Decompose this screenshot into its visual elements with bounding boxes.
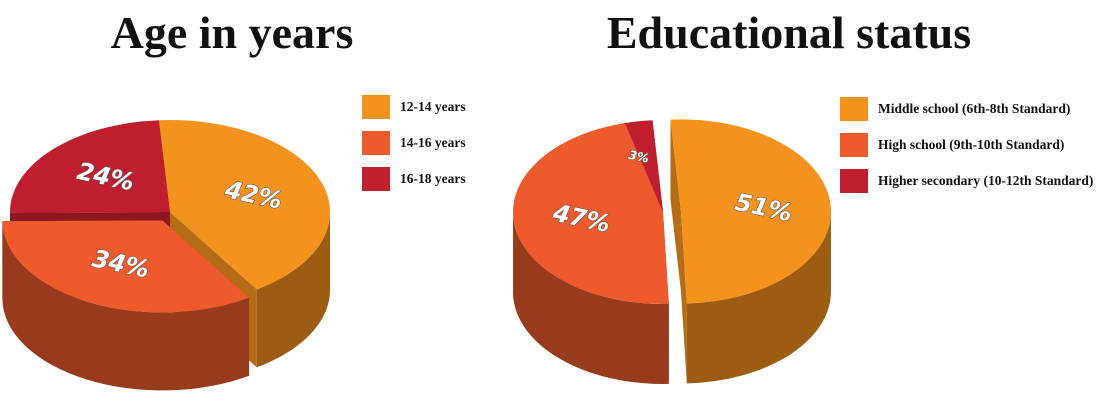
pie-slice — [513, 123, 669, 305]
pie-slice-side — [686, 211, 831, 384]
pie-slice — [10, 120, 170, 213]
legend-label: 16-18 years — [400, 171, 466, 186]
legend-swatch — [840, 133, 868, 157]
pie-slice-label: 3% — [627, 148, 650, 166]
legend-item: 14-16 years — [362, 130, 466, 156]
pie-slice — [670, 119, 831, 304]
legend-swatch — [362, 167, 390, 191]
legend-label: Middle school (6th-8th Standard) — [878, 101, 1071, 116]
legend-label: Higher secondary (10-12th Standard) — [878, 173, 1094, 188]
legend-label: High school (9th-10th Standard) — [878, 137, 1065, 152]
legend-item: Higher secondary (10-12th Standard) — [840, 168, 1093, 194]
pie-slice-side — [513, 212, 669, 384]
pie-slice — [624, 120, 663, 212]
pie-slice — [158, 119, 331, 290]
chart-title-education: Educational status — [606, 7, 972, 58]
pie-slice-side — [2, 221, 250, 391]
pie-slice-side — [670, 119, 681, 292]
pie-slice-side — [256, 212, 330, 368]
legend-item: 16-18 years — [362, 166, 466, 192]
chart-title-age: Age in years — [110, 7, 354, 58]
legend-swatch — [362, 131, 390, 155]
legend-label: 14-16 years — [400, 135, 466, 150]
legend-item: High school (9th-10th Standard) — [840, 132, 1064, 158]
pie-slice-side — [680, 211, 687, 384]
legend-label: 12-14 years — [400, 99, 466, 114]
legend-swatch — [362, 95, 390, 119]
legend-item: Middle school (6th-8th Standard) — [840, 96, 1070, 122]
legend-swatch — [840, 97, 868, 121]
pie-slice — [2, 220, 250, 313]
legend-swatch — [840, 169, 868, 193]
legend-item: 12-14 years — [362, 94, 466, 120]
